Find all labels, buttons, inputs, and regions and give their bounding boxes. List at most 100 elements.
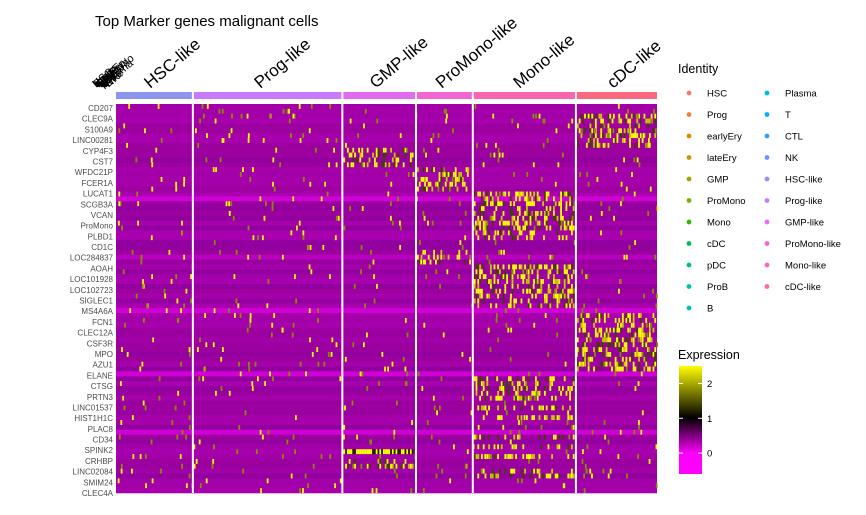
- heatmap-cell: [361, 147, 364, 153]
- heatmap-cell: [202, 376, 205, 382]
- heatmap-cell: [473, 201, 476, 207]
- heatmap-cell: [486, 293, 489, 299]
- cluster-separator: [341, 104, 344, 493]
- heatmap-cell: [566, 264, 569, 270]
- heatmap-cell: [627, 327, 630, 333]
- heatmap-cell: [247, 225, 250, 231]
- heatmap-cell: [177, 390, 180, 396]
- heatmap-cell: [585, 337, 588, 343]
- heatmap-cell: [459, 240, 462, 246]
- heatmap-cell: [621, 366, 624, 372]
- heatmap-cell: [305, 371, 307, 377]
- legend-label: ProB: [707, 282, 728, 293]
- heatmap-cell: [573, 240, 576, 246]
- heatmap-cell: [294, 449, 297, 455]
- heatmap-cell: [370, 449, 373, 455]
- heatmap-cell: [509, 381, 512, 387]
- heatmap-cell: [498, 249, 501, 255]
- gene-label: SPINK2: [85, 446, 114, 455]
- heatmap-cell: [326, 191, 329, 197]
- heatmap-cell: [141, 361, 144, 367]
- heatmap-cell: [603, 361, 606, 367]
- heatmap-cell: [587, 181, 590, 187]
- heatmap-cell: [430, 138, 433, 143]
- gene-label: LOC102723: [70, 286, 114, 295]
- heatmap-cell: [445, 113, 448, 119]
- gene-label: CTSG: [91, 382, 113, 391]
- heatmap-cell: [429, 259, 432, 265]
- heatmap-cell: [523, 415, 526, 421]
- heatmap-cell: [498, 288, 501, 294]
- heatmap-cell: [196, 347, 199, 352]
- heatmap-cell: [443, 108, 446, 114]
- heatmap-cell: [509, 356, 512, 362]
- heatmap-cell: [515, 298, 517, 304]
- legend-dot: [686, 284, 692, 289]
- heatmap-cell: [603, 337, 606, 343]
- heatmap-cell: [417, 186, 419, 192]
- heatmap-cell: [587, 351, 590, 357]
- heatmap-cell: [432, 395, 435, 401]
- heatmap-cell: [522, 288, 525, 294]
- gene-label: CLEC9A: [82, 115, 114, 124]
- heatmap-cell: [475, 293, 478, 299]
- heatmap-cell: [585, 274, 588, 280]
- heatmap-cell: [259, 196, 262, 202]
- heatmap-cell: [533, 230, 535, 236]
- heatmap-cell: [269, 113, 271, 119]
- heatmap-cell: [584, 128, 586, 134]
- heatmap-cell: [246, 113, 249, 119]
- heatmap-cell: [213, 308, 216, 314]
- heatmap-cell: [120, 463, 123, 469]
- heatmap-cell: [129, 308, 132, 314]
- expression-colorbar: [679, 366, 702, 474]
- heatmap-cell: [458, 249, 461, 255]
- heatmap-cell: [525, 454, 528, 459]
- heatmap-cell: [489, 196, 492, 202]
- heatmap-cell: [507, 303, 510, 309]
- heatmap-cell: [469, 259, 471, 265]
- gene-label: HIST1H1C: [74, 414, 113, 423]
- heatmap-cell: [488, 444, 490, 450]
- heatmap-cell: [417, 254, 419, 260]
- heatmap-cell: [220, 386, 223, 391]
- heatmap-cell: [124, 322, 126, 328]
- heatmap-cell: [655, 444, 658, 450]
- heatmap-cell: [609, 327, 612, 333]
- heatmap-cell: [422, 176, 425, 182]
- heatmap-cell: [645, 342, 648, 348]
- heatmap-cell: [402, 147, 405, 153]
- heatmap-cell: [453, 444, 455, 450]
- heatmap-cell: [540, 424, 543, 430]
- heatmap-cell: [271, 206, 274, 211]
- heatmap-cell: [593, 133, 595, 139]
- heatmap-cell: [545, 215, 548, 221]
- heatmap-row: [116, 274, 657, 280]
- heatmap-cell: [623, 347, 626, 352]
- heatmap-cell: [477, 303, 480, 309]
- heatmap-cell: [570, 196, 573, 202]
- heatmap-cell: [290, 473, 293, 479]
- heatmap-cell: [425, 152, 427, 158]
- heatmap-cell: [639, 351, 642, 357]
- heatmap-cell: [373, 157, 376, 163]
- heatmap-cell: [475, 220, 477, 226]
- heatmap-cell: [620, 366, 622, 372]
- heatmap-cell: [437, 133, 440, 139]
- heatmap-cell: [497, 279, 499, 284]
- cluster-bar-hsc-like: [116, 92, 192, 99]
- heatmap-cell: [498, 230, 501, 236]
- heatmap-cell: [563, 283, 566, 289]
- heatmap-cell: [372, 152, 374, 158]
- heatmap-cell: [513, 405, 516, 411]
- heatmap-cell: [549, 303, 552, 309]
- heatmap-cell: [620, 361, 622, 367]
- heatmap-cell: [522, 191, 525, 197]
- heatmap-cell: [598, 113, 601, 119]
- heatmap-cell: [370, 439, 372, 445]
- heatmap-cell: [377, 147, 380, 153]
- heatmap-cell: [237, 303, 240, 309]
- heatmap-cell: [536, 220, 539, 226]
- heatmap-cell: [643, 133, 646, 139]
- heatmap-cell: [453, 172, 455, 177]
